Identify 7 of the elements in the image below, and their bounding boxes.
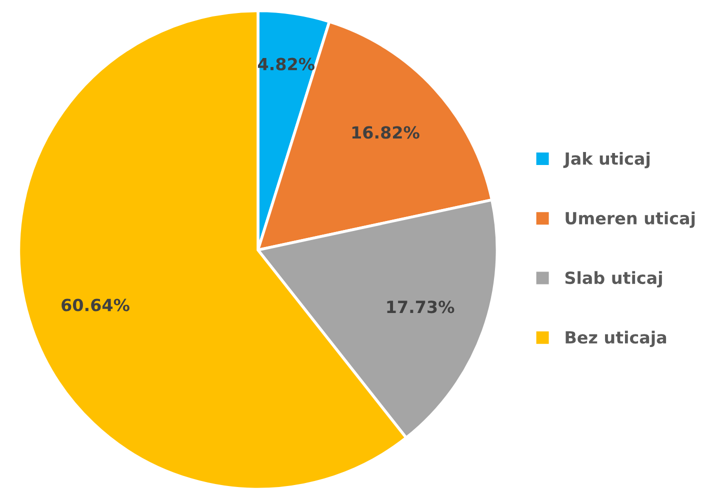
- data-label: 60.64%: [62, 298, 130, 312]
- legend-label: Slab uticaj: [565, 271, 662, 288]
- legend-label: Umeren uticaj: [566, 212, 695, 228]
- data-label: 17.73%: [387, 300, 454, 314]
- legend-label: Jak uticaj: [563, 152, 650, 168]
- legend-label: Bez uticaja: [566, 330, 666, 348]
- data-label: 16.82%: [352, 126, 420, 139]
